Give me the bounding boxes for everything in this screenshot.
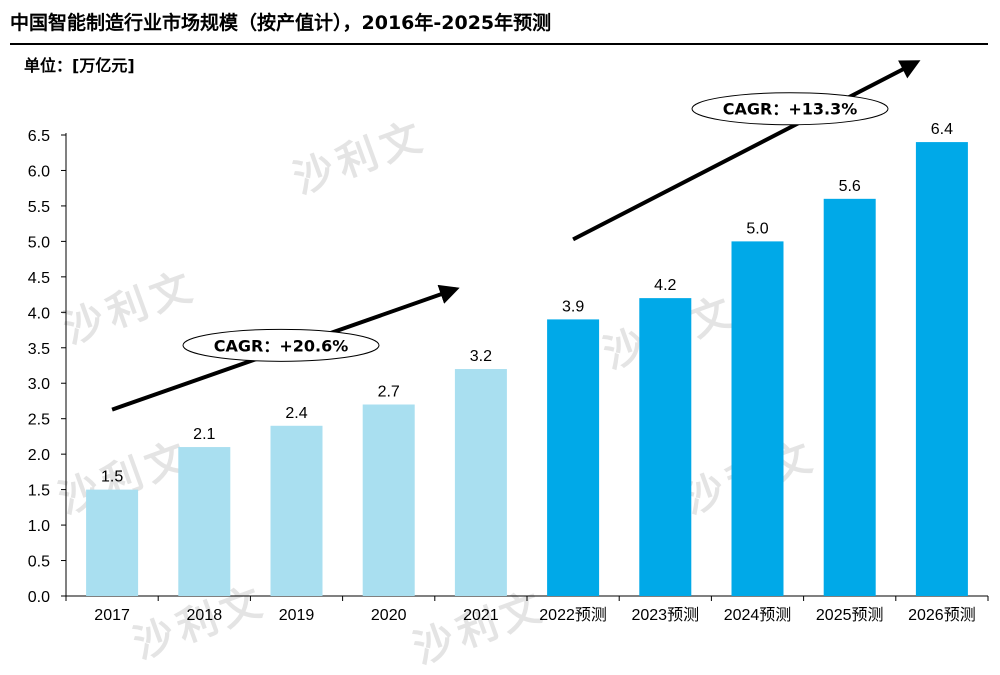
y-tick-label: 0.5	[28, 554, 50, 571]
y-tick-label: 3.0	[28, 376, 50, 393]
bar	[454, 369, 507, 596]
data-label: 2.4	[285, 405, 307, 422]
bar	[915, 142, 968, 597]
y-tick-label: 6.5	[28, 128, 50, 145]
bar	[823, 198, 876, 597]
data-label: 3.9	[562, 298, 584, 315]
x-tick-label: 2021	[463, 607, 499, 624]
bar	[547, 319, 600, 596]
cagr-ellipse	[182, 328, 380, 362]
data-label: 3.2	[470, 348, 492, 365]
cagr-label: CAGR：+20.6%	[214, 336, 349, 355]
cagr-arrow	[572, 60, 921, 242]
data-label: 1.5	[101, 469, 123, 486]
data-label: 6.4	[931, 121, 953, 138]
bar	[86, 489, 139, 596]
data-label: 2.7	[378, 384, 400, 401]
y-tick-label: 5.5	[28, 199, 50, 216]
x-tick-label: 2025预测	[816, 606, 884, 624]
cagr-ellipse	[691, 92, 889, 126]
x-tick-label: 2019	[279, 607, 315, 624]
y-tick-label: 1.0	[28, 518, 50, 535]
y-tick-label: 6.0	[28, 163, 50, 180]
bar	[731, 241, 784, 596]
y-tick-label: 3.5	[28, 341, 50, 358]
y-tick-label: 4.0	[28, 305, 50, 322]
x-tick-label: 2022预测	[539, 606, 607, 624]
chart-title: 中国智能制造行业市场规模（按产值计），2016年-2025年预测	[10, 12, 552, 34]
x-tick-label: 2017	[94, 607, 130, 624]
bar-chart: 0.0 0.5 1.0 1.5 2.0 2.5 3.0 3.5 4.0 4.5 5.0 5.5 6.0 6…	[28, 60, 989, 624]
y-tick-label: 1.5	[28, 483, 50, 500]
data-label: 4.2	[654, 277, 676, 294]
x-tick-label: 2026预测	[908, 606, 976, 624]
unit-label: 单位：[万亿元]	[24, 56, 135, 75]
title-rule	[10, 43, 988, 45]
y-tick-label: 0.0	[28, 589, 50, 606]
bar	[639, 298, 692, 596]
bar	[178, 447, 231, 596]
y-tick-label: 2.0	[28, 447, 50, 464]
data-label: 5.0	[746, 220, 768, 237]
y-tick-label: 5.0	[28, 234, 50, 251]
y-tick-label: 2.5	[28, 412, 50, 429]
x-tick-label: 2024预测	[724, 606, 792, 624]
x-tick-label: 2018	[187, 607, 223, 624]
data-label: 2.1	[193, 426, 215, 443]
cagr-label: CAGR：+13.3%	[723, 100, 858, 119]
data-label: 5.6	[839, 178, 861, 195]
y-tick-label: 4.5	[28, 270, 50, 287]
x-tick-label: 2020	[371, 607, 407, 624]
bar	[270, 425, 323, 596]
x-tick-label: 2023预测	[631, 606, 699, 624]
bar	[362, 404, 415, 596]
